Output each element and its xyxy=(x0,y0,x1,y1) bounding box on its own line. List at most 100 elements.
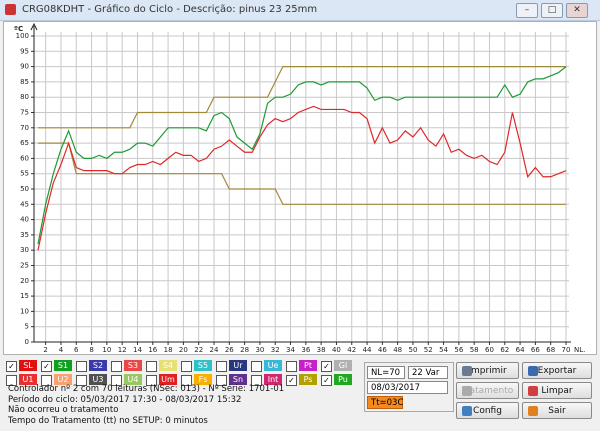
button-icon xyxy=(528,366,538,376)
x-tick-label: 18 xyxy=(164,346,173,354)
x-tick-label: 40 xyxy=(332,346,341,354)
legend-checkbox[interactable] xyxy=(76,375,87,386)
y-tick-label: 85 xyxy=(20,78,29,86)
legend-checkbox[interactable]: ✓ xyxy=(6,361,17,372)
legend-label: SL xyxy=(19,360,37,371)
legend-checkbox[interactable] xyxy=(181,361,192,372)
info-text: Controlador nº 2 com 70 leituras (NSec: … xyxy=(8,384,284,426)
window-title: CRG08KDHT - Gráfico do Ciclo - Descrição… xyxy=(22,4,318,15)
series-line xyxy=(38,142,566,205)
x-tick-label: 54 xyxy=(439,346,448,354)
x-tick-label: 24 xyxy=(210,346,219,354)
legend-label: S3 xyxy=(124,360,142,371)
legend-checkbox[interactable]: ✓ xyxy=(41,361,52,372)
date-field: 08/03/2017 15:32 xyxy=(367,381,448,406)
legend-checkbox[interactable]: ✓ xyxy=(321,361,332,372)
info-line: Não ocorreu o tratamento xyxy=(8,405,119,415)
x-tick-label: 46 xyxy=(378,346,387,354)
y-tick-label: 80 xyxy=(20,93,29,101)
y-tick-label: 20 xyxy=(20,277,29,285)
button[interactable]: Imprimir xyxy=(456,362,519,379)
y-tick-label: 5 xyxy=(25,323,29,331)
legend-checkbox[interactable] xyxy=(216,375,227,386)
legend-label: S1 xyxy=(54,360,72,371)
legend-label: Pt xyxy=(299,360,317,371)
chart: 0 5 10 15 20 25 30 35 40 45 50 55 60 65 70 75 80 85 90 95 10… xyxy=(3,21,597,355)
x-tick-label: 70 xyxy=(562,346,571,354)
button[interactable]: Exportar xyxy=(522,362,592,379)
series-line xyxy=(37,66,567,245)
y-tick-label: 70 xyxy=(20,124,29,132)
legend-checkbox[interactable] xyxy=(251,375,262,386)
legend-label: U1 xyxy=(19,374,37,385)
x-tick-label: 4 xyxy=(59,346,64,354)
minimize-button[interactable]: – xyxy=(516,3,538,18)
y-tick-label: 95 xyxy=(20,47,29,55)
legend-label: U2 xyxy=(54,374,72,385)
series-line xyxy=(37,105,567,251)
x-tick-label: 36 xyxy=(301,346,310,354)
legend-checkbox[interactable] xyxy=(146,375,157,386)
x-tick-label: 20 xyxy=(179,346,188,354)
y-tick-label: 10 xyxy=(20,307,29,315)
x-tick-label: 28 xyxy=(240,346,249,354)
y-tick-label: 35 xyxy=(20,231,29,239)
legend-label: S2 xyxy=(89,360,107,371)
x-tick-label: 50 xyxy=(408,346,417,354)
legend-checkbox[interactable] xyxy=(111,361,122,372)
legend-checkbox[interactable] xyxy=(216,361,227,372)
y-tick-label: 60 xyxy=(20,154,29,162)
info-line: Período do ciclo: 05/03/2017 17:30 - 08/… xyxy=(8,394,242,405)
x-tick-label: 52 xyxy=(424,346,433,354)
legend-checkbox[interactable] xyxy=(181,375,192,386)
x-tick-label: 10 xyxy=(102,346,111,354)
x-tick-label: 34 xyxy=(286,346,295,354)
button-icon xyxy=(528,386,538,396)
button-icon xyxy=(528,406,538,416)
x-tick-label: 12 xyxy=(118,346,127,354)
x-tick-label: 14 xyxy=(133,346,142,354)
legend-checkbox[interactable] xyxy=(251,361,262,372)
button[interactable]: Sair xyxy=(522,402,592,419)
x-tick-label: 48 xyxy=(393,346,402,354)
title-bar: CRG08KDHT - Gráfico do Ciclo - Descrição… xyxy=(0,0,600,21)
legend-checkbox[interactable]: ✓ xyxy=(321,375,332,386)
x-tick-label: 8 xyxy=(89,346,93,354)
x-tick-label: 42 xyxy=(347,346,356,354)
close-button[interactable]: ✕ xyxy=(566,3,588,18)
legend-checkbox[interactable]: ✓ xyxy=(286,375,297,386)
legend-checkbox[interactable] xyxy=(286,361,297,372)
legend-checkbox[interactable] xyxy=(6,375,17,386)
x-tick-label: 68 xyxy=(546,346,555,354)
button[interactable]: Config xyxy=(456,402,519,419)
tt-field: Tt=03C xyxy=(367,396,403,409)
y-tick-label: 15 xyxy=(20,292,29,300)
legend-checkbox[interactable] xyxy=(111,375,122,386)
x-axis-label: NL. xyxy=(574,346,585,354)
x-tick-label: 66 xyxy=(531,346,540,354)
y-tick-label: 90 xyxy=(20,63,29,71)
x-tick-label: 56 xyxy=(454,346,463,354)
y-tick-label: 55 xyxy=(20,170,29,178)
x-tick-label: 64 xyxy=(516,346,525,354)
nl-field: NL=70 xyxy=(367,366,405,379)
x-tick-label: 60 xyxy=(485,346,494,354)
y-tick-label: 65 xyxy=(20,139,29,147)
status-frame xyxy=(364,362,454,412)
button[interactable]: Limpar xyxy=(522,382,592,399)
y-tick-label: 25 xyxy=(20,262,29,270)
x-tick-label: 22 xyxy=(194,346,203,354)
app-icon xyxy=(5,4,16,15)
legend-label: S5 xyxy=(194,360,212,371)
x-tick-label: 38 xyxy=(317,346,326,354)
maximize-button[interactable]: □ xyxy=(541,3,563,18)
legend-checkbox[interactable] xyxy=(76,361,87,372)
series-line xyxy=(38,65,566,129)
vars-field: 22 Var xyxy=(408,366,448,379)
legend-checkbox[interactable] xyxy=(41,375,52,386)
info-line: Controlador nº 2 com 70 leituras (NSec: … xyxy=(8,384,285,394)
y-axis-arrow xyxy=(30,22,38,31)
legend-label: Sn xyxy=(229,374,247,385)
legend-checkbox[interactable] xyxy=(146,361,157,372)
